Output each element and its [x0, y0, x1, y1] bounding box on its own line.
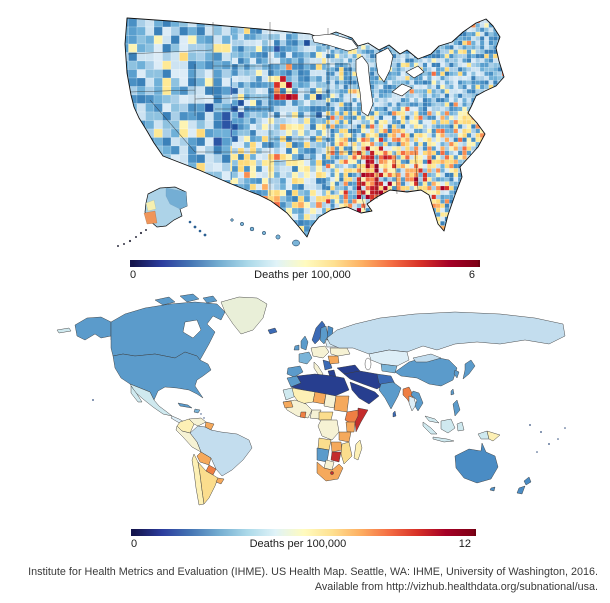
- country-hispaniola: [193, 408, 201, 414]
- country-iberia: [286, 365, 304, 378]
- great-lakes: [311, 33, 425, 117]
- country-argentina: [197, 461, 219, 505]
- country-cameroon-car: [318, 411, 334, 421]
- country-malaysia: [424, 415, 440, 424]
- country-russia: [326, 311, 566, 355]
- country-france: [298, 351, 313, 365]
- us-legend-max: 6: [468, 269, 475, 281]
- country-central-asia: [380, 363, 398, 374]
- country-romania: [327, 355, 340, 365]
- country-bolivia: [196, 451, 212, 466]
- country-canada: [110, 293, 226, 361]
- country-sudan: [333, 395, 350, 413]
- lake-superior: [311, 33, 359, 52]
- hudson-bay: [182, 319, 202, 339]
- country-chad: [323, 393, 337, 409]
- citation: Institute for Health Metrics and Evaluat…: [2, 565, 598, 594]
- country-aleutian-islands: [56, 327, 72, 334]
- country-india: [378, 381, 402, 410]
- us-legend-min: 0: [130, 269, 137, 281]
- us-outline: [124, 17, 505, 238]
- country-tasmania: [489, 486, 496, 492]
- lake-erie: [391, 83, 413, 97]
- world-legend-label: Deaths per 100,000: [249, 538, 347, 550]
- country-senegal-guinea: [282, 400, 294, 409]
- country-namibia: [316, 447, 330, 463]
- world-legend-max: 12: [458, 538, 471, 550]
- country-united-kingdom: [300, 335, 309, 351]
- world-colorbar: [131, 529, 476, 536]
- country-madagascar: [353, 439, 363, 461]
- country-sulawesi: [456, 421, 465, 432]
- lake-ontario: [405, 65, 425, 79]
- country-greenland: [220, 296, 268, 335]
- country-ghana: [299, 411, 307, 419]
- country-java: [432, 436, 455, 443]
- country-papua-new-guinea: [486, 430, 501, 442]
- world-legend-min: 0: [131, 538, 138, 550]
- country-sumatra: [422, 421, 438, 435]
- alaska-east-region: [165, 187, 188, 210]
- hawaii-inset: [230, 218, 300, 247]
- country-kazakhstan: [368, 349, 410, 367]
- country-mongolia: [412, 353, 442, 363]
- country-taiwan: [450, 388, 455, 396]
- country-philippines: [452, 399, 461, 417]
- alaska-panhandle-islands: [188, 220, 207, 237]
- alaska-yellow-region: [145, 199, 157, 212]
- country-drc: [317, 419, 340, 441]
- aleutian-islands: [117, 229, 147, 247]
- us-legend: 0 Deaths per 100,000 6: [130, 260, 480, 282]
- lake-huron: [375, 47, 394, 83]
- country-kenya: [345, 421, 356, 433]
- citation-line-2: Available from http://vizhub.healthdata.…: [314, 580, 598, 593]
- country-zambia: [330, 441, 343, 453]
- lake-michigan: [355, 55, 374, 117]
- country-baja-california: [130, 385, 143, 403]
- country-mozambique: [340, 441, 353, 465]
- country-norway: [311, 320, 326, 345]
- country-somalia: [354, 407, 369, 433]
- country-cuba: [177, 402, 193, 409]
- us-legend-label: Deaths per 100,000: [254, 269, 351, 281]
- citation-line-1: Institute for Health Metrics and Evaluat…: [28, 566, 598, 578]
- country-japan: [462, 359, 476, 380]
- us-choropleth-map: [117, 17, 505, 247]
- country-lesotho: [330, 471, 334, 475]
- country-zimbabwe: [330, 451, 342, 463]
- country-australia: [454, 442, 499, 484]
- country-ukraine: [329, 347, 351, 357]
- caspian-sea: [364, 357, 372, 371]
- country-angola: [317, 437, 332, 451]
- world-legend: 0 Deaths per 100,000 12: [131, 529, 476, 551]
- alaska-orange-region: [143, 210, 158, 225]
- country-niger: [312, 391, 327, 405]
- country-arabian-peninsula: [349, 381, 380, 405]
- country-ireland: [293, 344, 300, 351]
- us-colorbar: [130, 260, 480, 267]
- country-iceland: [267, 327, 278, 335]
- country-mexico: [129, 383, 173, 417]
- country-tanzania: [338, 431, 352, 443]
- country-south-africa: [316, 461, 344, 482]
- country-central-europe: [310, 345, 330, 359]
- pacific-island-dots: [92, 399, 566, 453]
- country-venezuela: [188, 417, 207, 427]
- country-vietnam-laos: [410, 390, 424, 412]
- country-sri-lanka: [392, 410, 397, 418]
- state-borders: [127, 22, 419, 211]
- country-borneo: [440, 418, 456, 434]
- world-choropleth-map: [56, 293, 566, 506]
- country-korea: [453, 369, 460, 379]
- country-new-zealand: [516, 476, 532, 495]
- country-uruguay: [215, 477, 225, 485]
- alaska-inset: [117, 186, 207, 247]
- country-thailand: [408, 395, 417, 412]
- country-usa: [112, 351, 212, 401]
